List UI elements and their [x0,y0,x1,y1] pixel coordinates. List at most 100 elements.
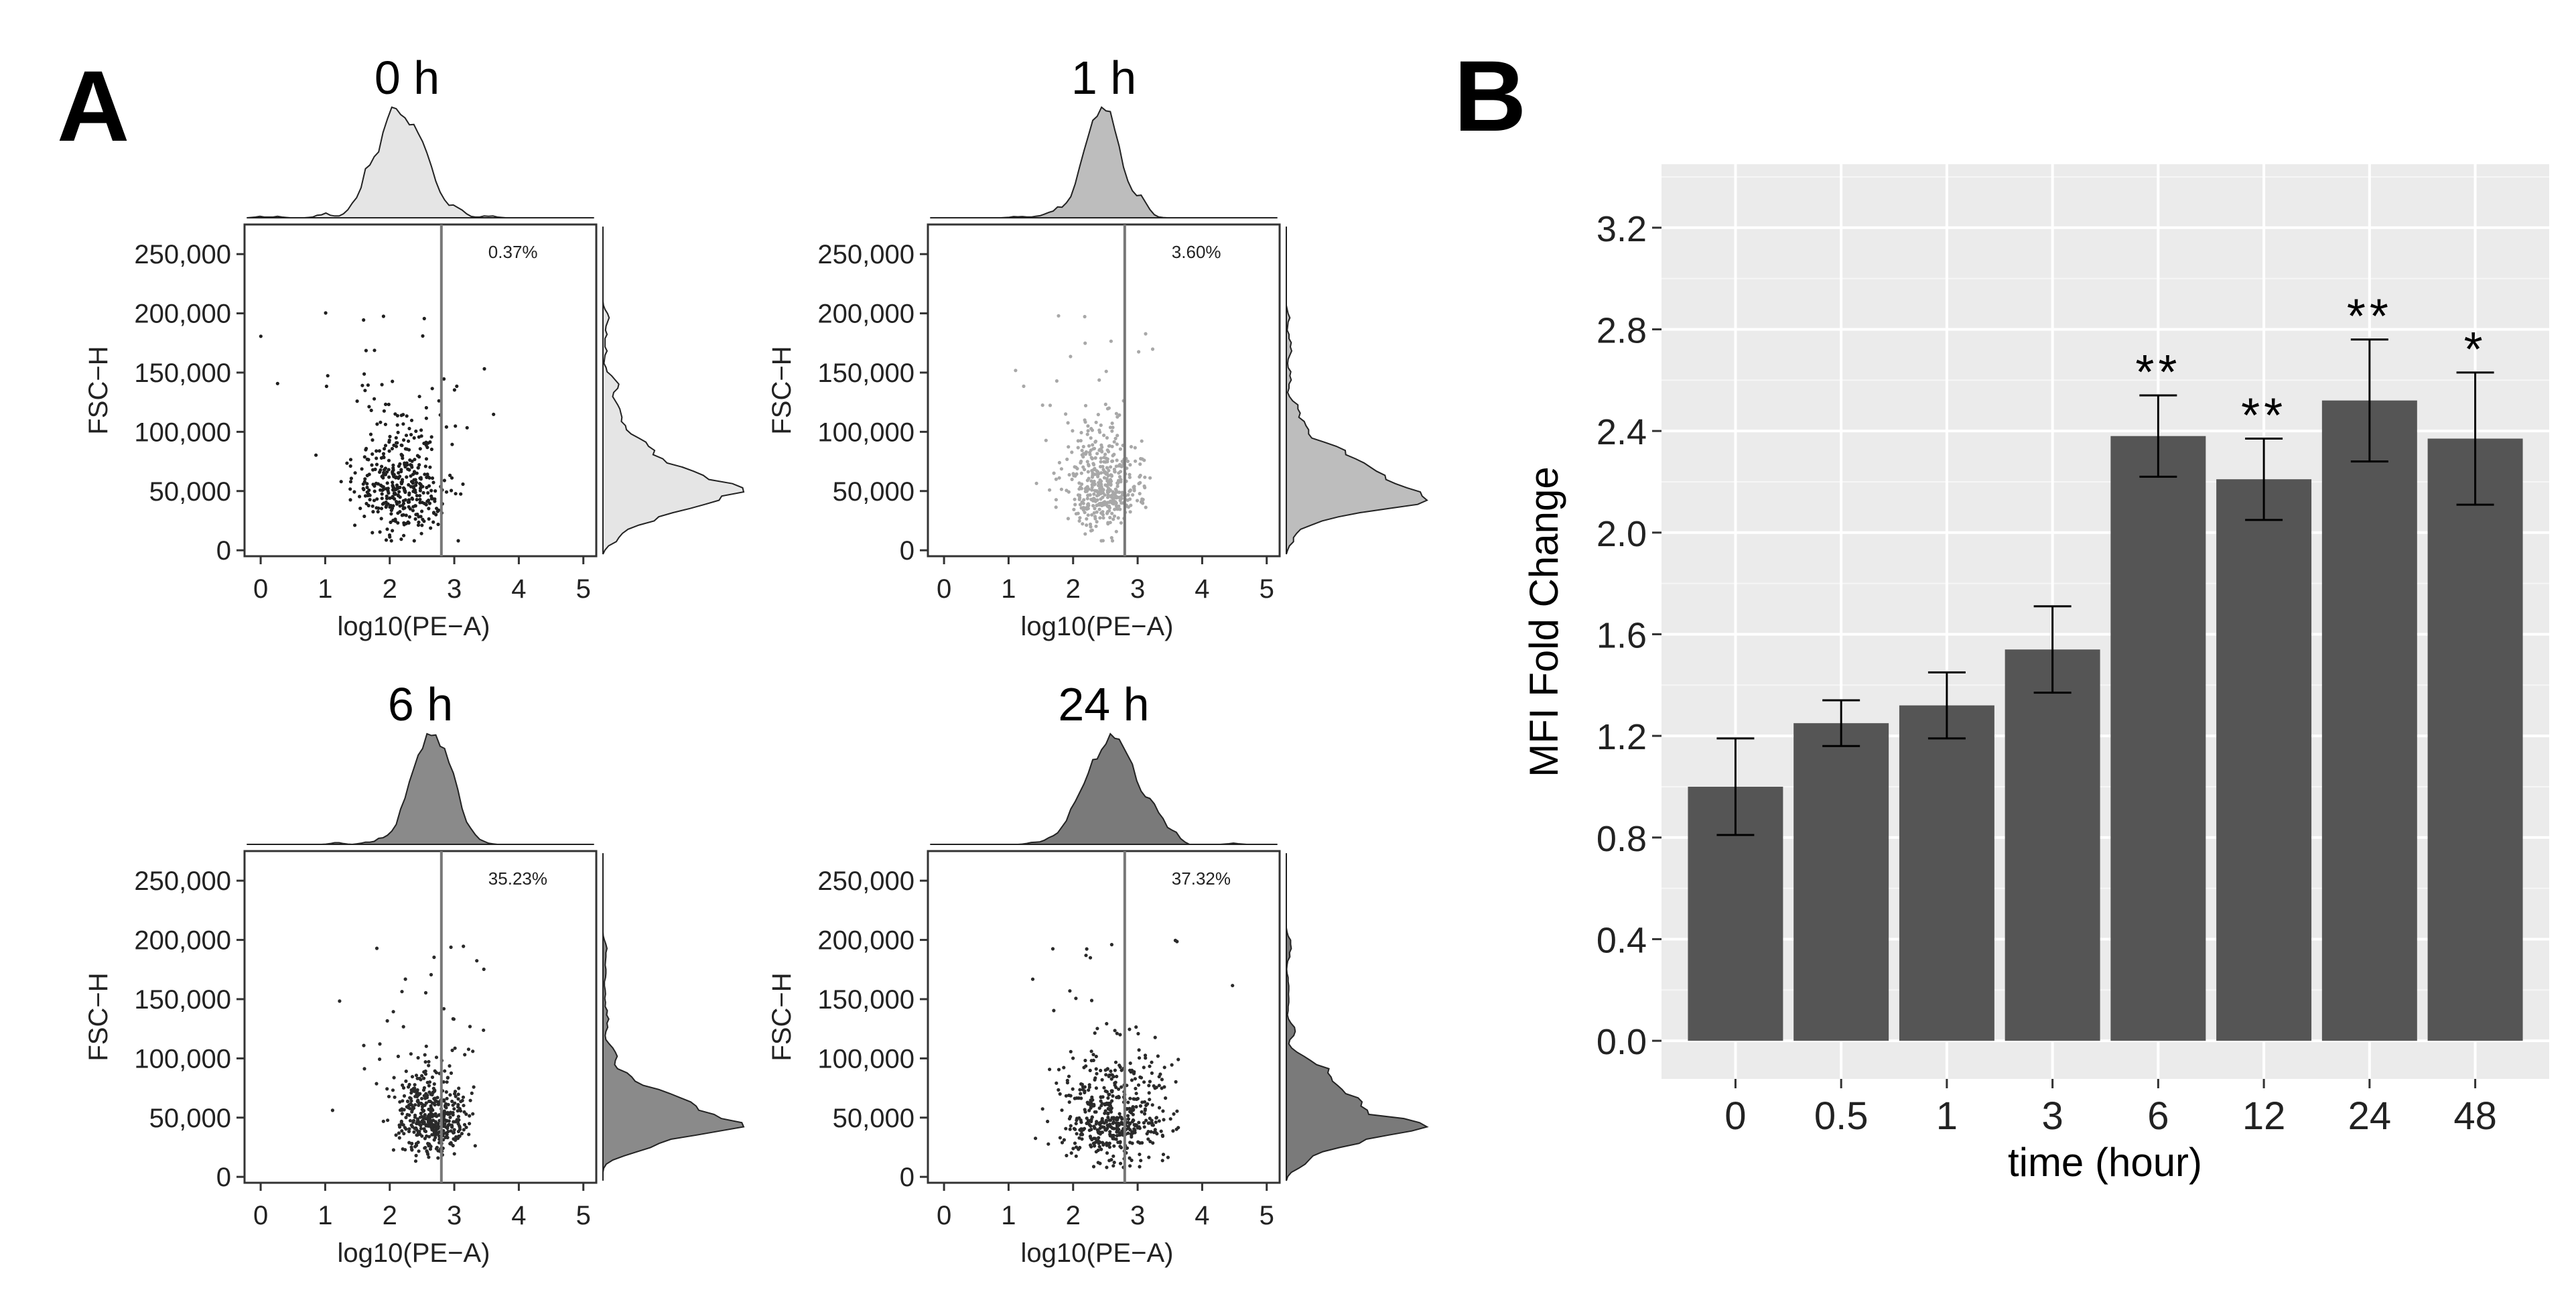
bar [1899,705,1994,1041]
x-tick-label: 5 [576,1201,591,1230]
scatter-point [1160,1078,1164,1082]
scatter-point [433,489,437,493]
scatter-point [1069,1049,1073,1053]
scatter-point [407,448,411,452]
scatter-point [412,1130,416,1134]
scatter-point [1150,1121,1154,1125]
x-tick-label: 3 [447,1201,462,1230]
scatter-point [417,463,421,467]
scatter-point [384,402,388,407]
scatter-point [1083,1110,1087,1114]
scatter-point [1107,1108,1111,1112]
top-marginal-histogram [247,732,594,846]
scatter-point [416,1055,420,1060]
scatter-point [449,1141,453,1145]
scatter-point [1112,1144,1116,1148]
scatter-point [422,501,427,505]
scatter-point [1086,470,1090,474]
scatter-point [405,414,409,418]
scatter-point [393,497,397,501]
scatter-point [482,367,486,371]
scatter-point [1109,474,1113,478]
scatter-point [1117,1133,1122,1137]
scatter-point [353,471,357,475]
scatter-point [1112,1161,1116,1165]
scatter-point [1094,420,1098,424]
scatter-point [430,1107,434,1112]
scatter-point [418,489,423,493]
scatter-point [410,459,414,463]
scatter-point [1166,1155,1170,1159]
scatter-point [401,1099,405,1103]
scatter-point [403,490,407,495]
bar [2110,436,2206,1041]
scatter-point [416,1131,420,1135]
scatter-point [1089,427,1093,431]
scatter-point [1105,501,1109,505]
scatter-point [450,1099,454,1104]
scatter-point [1147,1091,1151,1095]
scatter-point [468,1122,472,1126]
scatter-point [446,1076,450,1080]
scatter-point [433,1135,437,1140]
scatter-point [421,1109,425,1113]
scatter-point [1111,1154,1115,1158]
scatter-point [1110,539,1115,543]
right-marginal-histogram [602,227,745,555]
top-marginal-histogram [930,732,1278,845]
scatter-point [1128,1096,1132,1100]
panel-b-letter: B [1454,40,1526,152]
scatter-point [436,1156,440,1160]
scatter-point [1150,1071,1154,1075]
scatter-point [449,1129,453,1133]
scatter-point [1115,485,1120,489]
y-tick-label: 200,000 [817,926,914,956]
bar [2427,438,2523,1041]
x-tick-label: 3 [447,574,462,604]
scatter-point [1114,488,1118,493]
scatter-point [448,473,452,478]
scatter-point [1114,411,1118,415]
x-tick-label: 0 [253,574,268,604]
scatter-point [401,1025,405,1029]
scatter-point [1137,1120,1141,1124]
scatter-point [1084,954,1088,958]
scatter-point [362,372,366,376]
scatter-point [415,497,419,502]
scatter-point [1143,475,1147,479]
scatter-point [411,1120,415,1124]
scatter-point [1126,459,1130,464]
scatter-point [1093,517,1097,521]
y-tick-label: 50,000 [833,477,914,507]
scatter-point [408,1118,413,1122]
scatter-point [1076,493,1081,497]
scatter-point [1157,1106,1162,1110]
scatter-point [1103,470,1107,474]
scatter-point [377,449,382,453]
scatter-point [375,497,379,501]
scatter-point [1070,477,1074,482]
scatter-point [407,521,411,525]
y-tick-label: 0 [216,536,231,566]
scatter-point [424,405,429,410]
scatter-point [416,1141,420,1145]
scatter-point [1107,1074,1111,1078]
plot-title: 1 h [1071,52,1136,104]
scatter-point [442,377,446,381]
scatter-point [1079,1092,1083,1096]
scatter-point [462,944,466,948]
scatter-point [1095,494,1099,498]
scatter-point [395,485,399,489]
scatter-point [1098,1126,1102,1131]
scatter-point [1156,1054,1160,1058]
scatter-point [393,491,397,495]
scatter-point [442,1007,446,1011]
y-axis-label: FSC−H [84,346,113,434]
scatter-point [1074,1122,1078,1126]
scatter-point [409,474,413,478]
scatter-point [1098,1161,1102,1165]
scatter-point [1064,1126,1068,1131]
scatter-point [471,1112,475,1116]
panel-a-letter: A [57,50,129,162]
scatter-point [1096,413,1100,417]
